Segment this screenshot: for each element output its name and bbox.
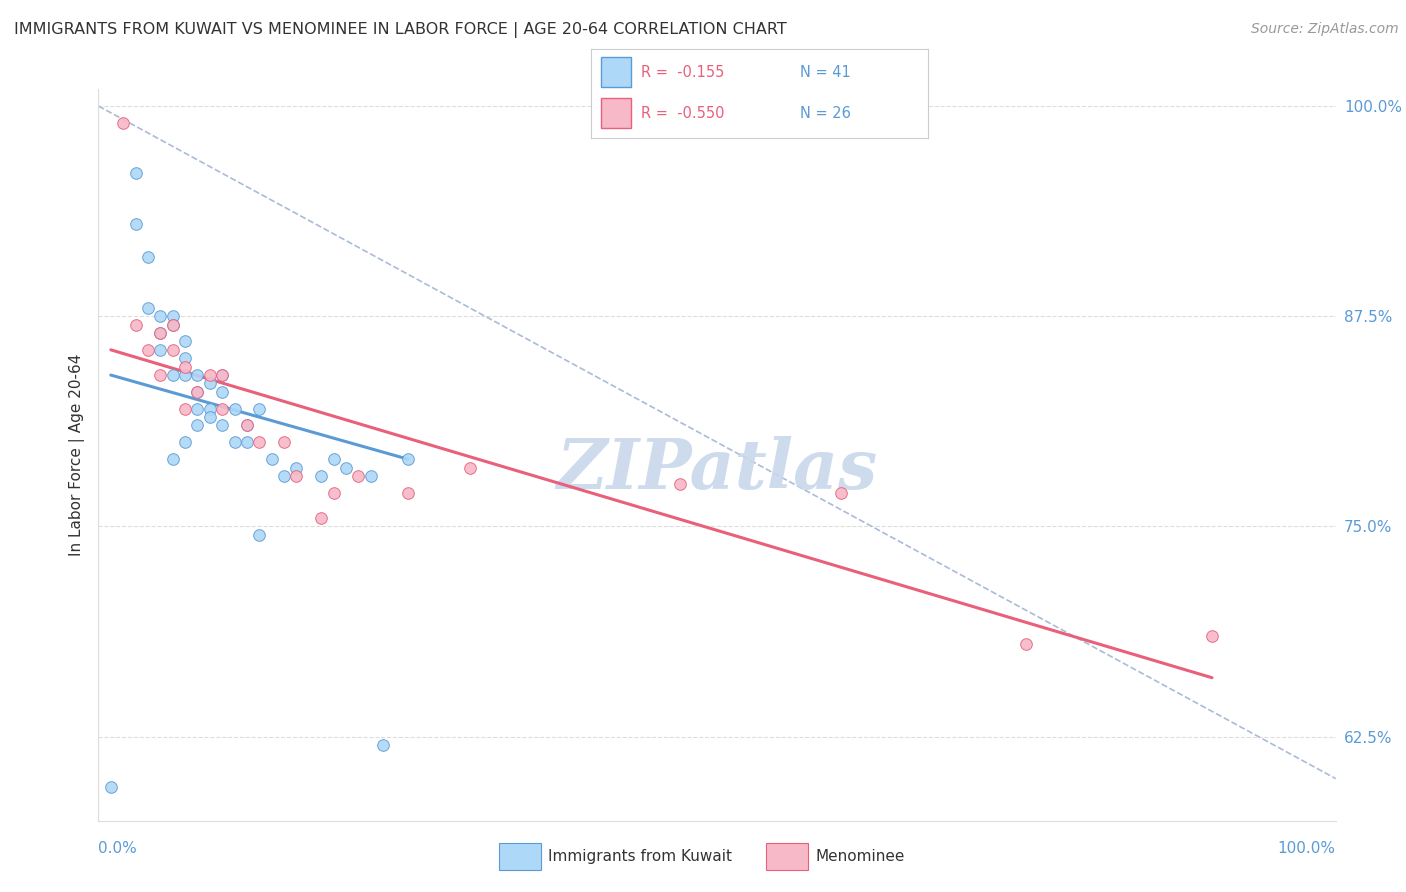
Point	[124, 166, 146, 180]
Point	[322, 485, 344, 500]
Point	[236, 435, 259, 450]
Point	[149, 343, 172, 357]
Point	[285, 469, 308, 483]
Point	[236, 418, 259, 433]
Point	[162, 309, 184, 323]
Point	[360, 469, 382, 483]
Point	[396, 452, 419, 467]
Point	[1015, 637, 1038, 651]
Point	[335, 460, 357, 475]
Point	[162, 318, 184, 332]
Point	[186, 368, 208, 382]
Point	[186, 401, 208, 416]
Bar	[600, 57, 631, 87]
Text: R =  -0.550: R = -0.550	[641, 106, 724, 120]
Point	[273, 435, 295, 450]
Point	[149, 326, 172, 340]
Point	[211, 418, 233, 433]
Point	[247, 435, 270, 450]
Text: Immigrants from Kuwait: Immigrants from Kuwait	[548, 849, 733, 863]
Point	[211, 384, 233, 399]
Point	[162, 343, 184, 357]
Point	[136, 301, 159, 315]
Point	[174, 368, 197, 382]
Point	[162, 318, 184, 332]
Point	[186, 418, 208, 433]
Point	[458, 460, 481, 475]
Text: IMMIGRANTS FROM KUWAIT VS MENOMINEE IN LABOR FORCE | AGE 20-64 CORRELATION CHART: IMMIGRANTS FROM KUWAIT VS MENOMINEE IN L…	[14, 22, 787, 38]
Point	[198, 401, 221, 416]
Bar	[600, 98, 631, 128]
Point	[149, 326, 172, 340]
Point	[211, 401, 233, 416]
Point	[149, 368, 172, 382]
Text: R =  -0.155: R = -0.155	[641, 65, 724, 79]
Y-axis label: In Labor Force | Age 20-64: In Labor Force | Age 20-64	[69, 354, 84, 556]
Point	[273, 469, 295, 483]
Text: 0.0%: 0.0%	[98, 841, 138, 855]
Point	[198, 376, 221, 391]
Point	[186, 384, 208, 399]
Point	[162, 368, 184, 382]
Text: N = 26: N = 26	[800, 106, 851, 120]
Point	[322, 452, 344, 467]
Point	[174, 401, 197, 416]
Point	[309, 469, 332, 483]
Point	[174, 334, 197, 349]
Point	[174, 351, 197, 366]
Point	[174, 359, 197, 374]
Point	[224, 401, 246, 416]
Text: ZIPatlas: ZIPatlas	[557, 436, 877, 503]
Point	[149, 309, 172, 323]
Text: Menominee: Menominee	[815, 849, 905, 863]
Point	[396, 485, 419, 500]
Point	[371, 738, 394, 752]
Point	[309, 511, 332, 525]
Point	[100, 780, 122, 794]
Point	[247, 401, 270, 416]
Point	[162, 452, 184, 467]
Point	[124, 217, 146, 231]
Point	[211, 368, 233, 382]
Point	[1201, 629, 1223, 643]
Point	[112, 116, 135, 130]
Point	[247, 528, 270, 542]
Point	[211, 368, 233, 382]
Text: 100.0%: 100.0%	[1278, 841, 1336, 855]
Point	[198, 410, 221, 425]
Point	[347, 469, 370, 483]
Point	[830, 485, 852, 500]
Point	[224, 435, 246, 450]
Text: N = 41: N = 41	[800, 65, 851, 79]
Text: Source: ZipAtlas.com: Source: ZipAtlas.com	[1251, 22, 1399, 37]
Point	[124, 318, 146, 332]
Point	[136, 343, 159, 357]
Point	[174, 435, 197, 450]
Point	[186, 384, 208, 399]
Point	[136, 251, 159, 265]
Point	[236, 418, 259, 433]
Point	[285, 460, 308, 475]
Point	[198, 368, 221, 382]
Point	[260, 452, 283, 467]
Point	[669, 477, 692, 491]
